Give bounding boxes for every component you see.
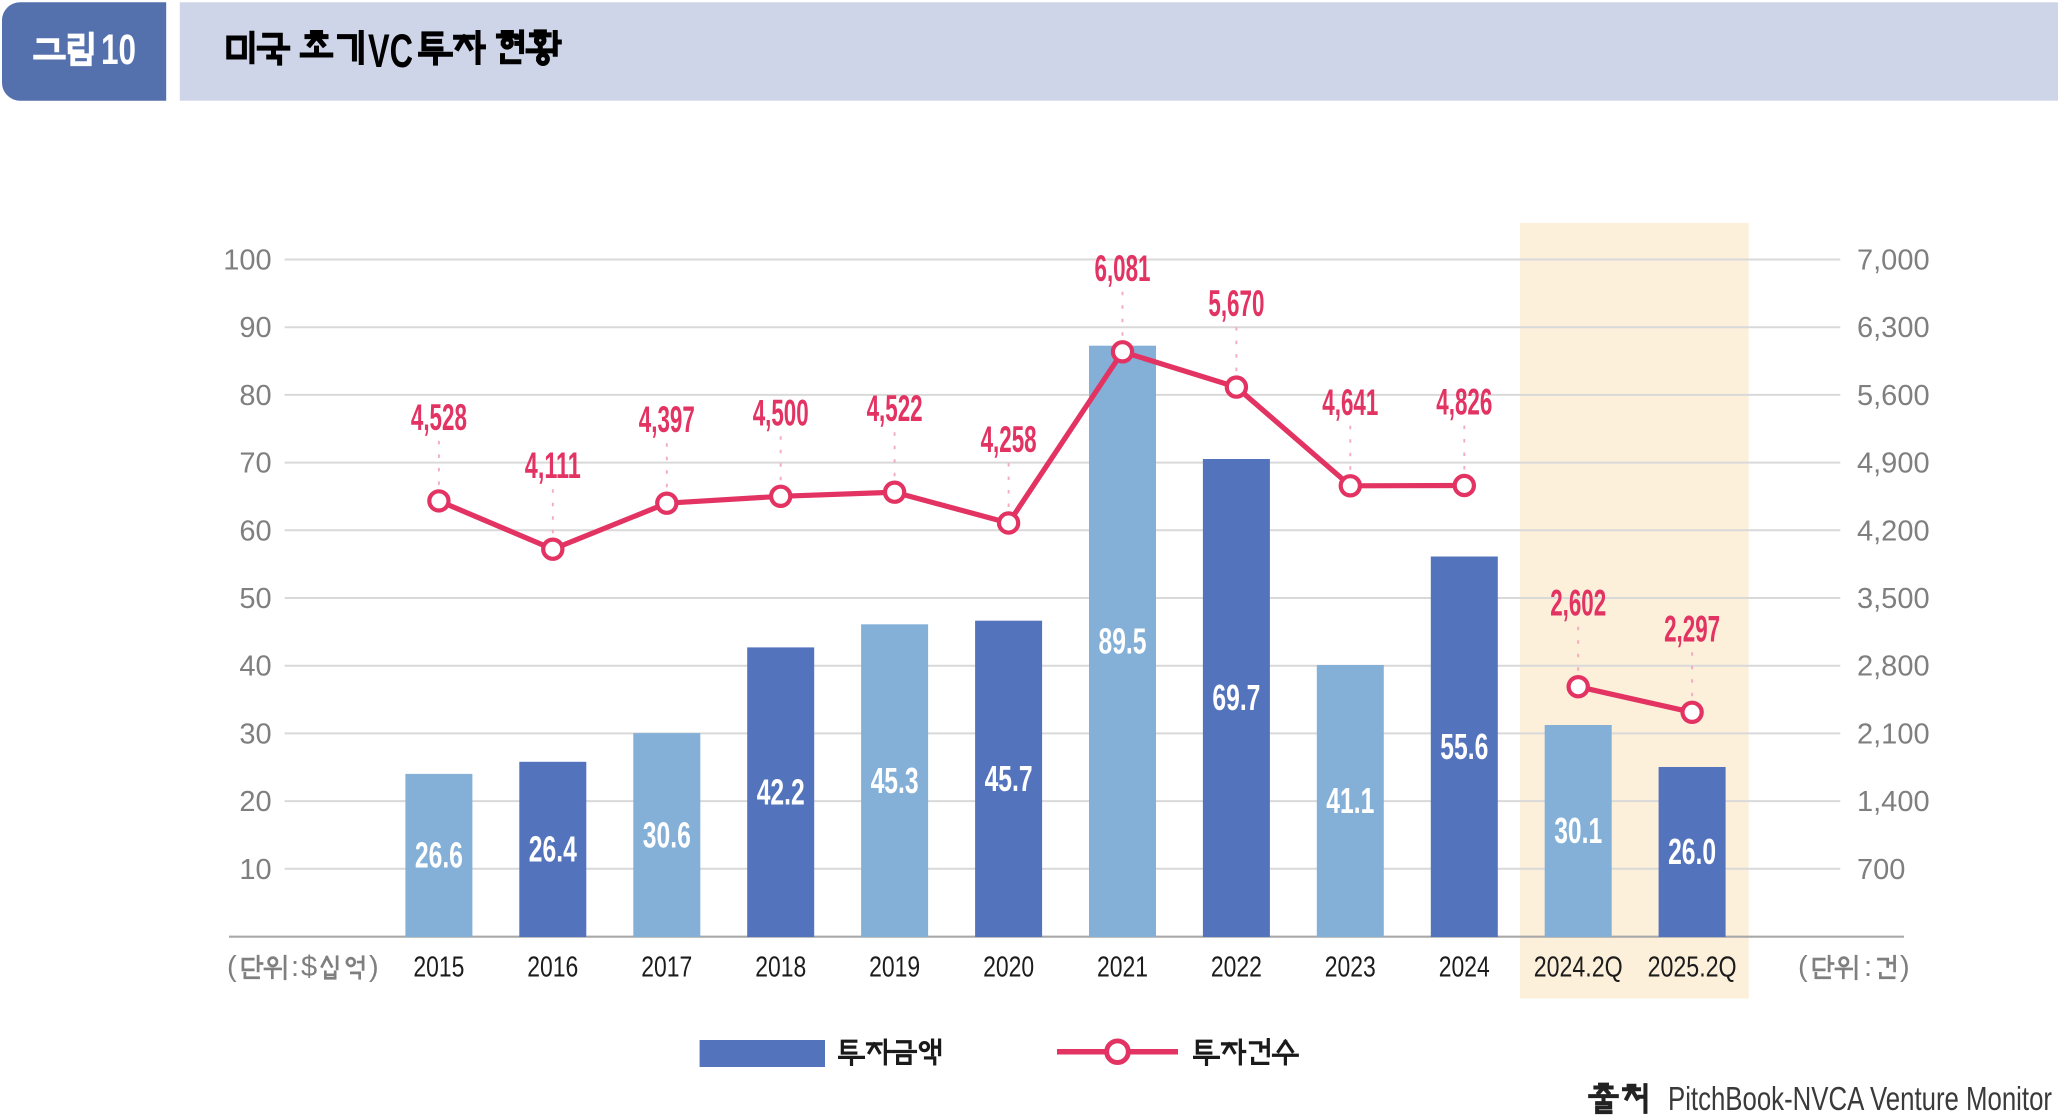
svg-text:4,900: 4,900 [1857, 448, 1930, 480]
svg-text:2017: 2017 [641, 952, 692, 984]
svg-text:26.4: 26.4 [529, 829, 577, 870]
svg-text:700: 700 [1857, 854, 1905, 886]
svg-text:42.2: 42.2 [757, 772, 805, 813]
svg-text::: : [1864, 951, 1872, 983]
svg-text:): ) [1900, 951, 1910, 983]
svg-text:1,400: 1,400 [1857, 786, 1930, 818]
svg-text:6,081: 6,081 [1095, 248, 1151, 289]
svg-text:2015: 2015 [413, 952, 464, 984]
svg-text:10: 10 [239, 854, 271, 886]
svg-text:89.5: 89.5 [1099, 621, 1147, 662]
svg-text:2018: 2018 [755, 952, 806, 984]
svg-text:(: ( [227, 951, 237, 983]
svg-text:2,800: 2,800 [1857, 651, 1930, 683]
svg-text:2,602: 2,602 [1550, 583, 1606, 624]
svg-text:7,000: 7,000 [1857, 245, 1930, 277]
svg-text:PitchBook-NVCA Venture Monitor: PitchBook-NVCA Venture Monitor [1668, 1080, 2052, 1117]
svg-text:2022: 2022 [1211, 952, 1262, 984]
svg-text:45.7: 45.7 [985, 758, 1033, 799]
svg-text:5,600: 5,600 [1857, 380, 1930, 412]
svg-text:30.1: 30.1 [1554, 810, 1602, 851]
svg-text:80: 80 [239, 380, 271, 412]
svg-text:50: 50 [239, 583, 271, 615]
svg-text:26.6: 26.6 [415, 835, 463, 876]
svg-text:30.6: 30.6 [643, 814, 691, 855]
svg-text:2019: 2019 [869, 952, 920, 984]
svg-text:60: 60 [239, 515, 271, 547]
svg-text:2024: 2024 [1439, 952, 1490, 984]
svg-text:4,397: 4,397 [639, 399, 695, 440]
svg-text:100: 100 [223, 245, 271, 277]
svg-text:4,522: 4,522 [867, 388, 923, 429]
svg-text:4,826: 4,826 [1436, 382, 1492, 423]
svg-text:6,300: 6,300 [1857, 312, 1930, 344]
svg-text:VC: VC [368, 24, 413, 77]
svg-text:): ) [369, 951, 379, 983]
svg-text:2020: 2020 [983, 952, 1034, 984]
svg-text:40: 40 [239, 651, 271, 683]
svg-text:2023: 2023 [1325, 952, 1376, 984]
svg-text:69.7: 69.7 [1212, 677, 1260, 718]
svg-text:4,258: 4,258 [981, 419, 1037, 460]
svg-text:4,200: 4,200 [1857, 515, 1930, 547]
svg-text:70: 70 [239, 448, 271, 480]
svg-text:41.1: 41.1 [1326, 780, 1374, 821]
svg-text::: : [291, 951, 299, 983]
svg-text:10: 10 [101, 26, 136, 74]
svg-text:2021: 2021 [1097, 952, 1148, 984]
svg-text:45.3: 45.3 [871, 760, 919, 801]
svg-text:4,528: 4,528 [411, 397, 467, 438]
svg-text:(: ( [1798, 951, 1808, 983]
svg-text:2024.2Q: 2024.2Q [1534, 952, 1623, 984]
svg-text:3,500: 3,500 [1857, 583, 1930, 615]
svg-text:$: $ [301, 951, 317, 983]
svg-text:4,641: 4,641 [1322, 382, 1378, 423]
svg-text:5,670: 5,670 [1208, 283, 1264, 324]
svg-text:20: 20 [239, 786, 271, 818]
svg-text:90: 90 [239, 312, 271, 344]
svg-text:55.6: 55.6 [1440, 726, 1488, 767]
svg-text:4,500: 4,500 [753, 392, 809, 433]
svg-text:26.0: 26.0 [1668, 831, 1716, 872]
svg-text:2,297: 2,297 [1664, 608, 1720, 649]
svg-text:2016: 2016 [527, 952, 578, 984]
svg-text:2025.2Q: 2025.2Q [1648, 952, 1737, 984]
svg-text:30: 30 [239, 718, 271, 750]
svg-text:2,100: 2,100 [1857, 718, 1930, 750]
svg-text:4,111: 4,111 [525, 445, 581, 486]
